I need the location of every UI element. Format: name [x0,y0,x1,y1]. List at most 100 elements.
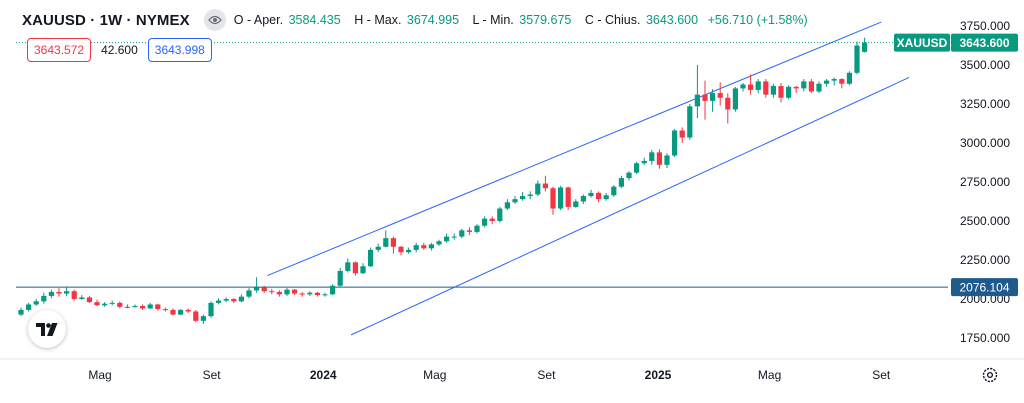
candle-body [755,81,761,90]
candle-body [770,86,776,95]
candle-body [497,208,503,221]
candle-body [413,245,419,250]
candle-body [398,246,404,253]
candle [79,295,85,300]
candle [527,191,533,200]
candle-body [740,84,746,89]
symbol-badge-bg [894,33,950,52]
candle [383,230,389,248]
candle-body [694,94,700,107]
candle [102,302,108,307]
candle-body [337,270,343,286]
tradingview-logo[interactable] [28,310,66,348]
candle [231,298,237,303]
candle-body [520,196,526,200]
candle-body [732,88,738,110]
candle [694,65,700,119]
candle [109,300,115,306]
candle-body [565,187,571,207]
candle-body [573,201,579,207]
candle-body [284,289,290,295]
candle [26,302,32,312]
settings-icon[interactable] [982,367,998,383]
bid-button[interactable]: 3643.572 [27,38,92,62]
candle-body [444,236,450,242]
candle-body [512,199,518,203]
candle [428,242,434,251]
candle-body [33,301,39,305]
candle [839,78,845,89]
candle [33,299,39,307]
candle-body [816,83,822,92]
candle [854,41,860,75]
candle [641,157,647,165]
candle [580,194,586,204]
candle-body [542,183,548,189]
candle-body [611,186,617,196]
candle-body [831,79,837,81]
y-tick-label: 3750.000 [960,19,1010,33]
candle [831,77,837,86]
candle-body [383,238,389,247]
candle [140,304,146,310]
price-axis[interactable]: 1750.0002000.0002250.0002500.0002750.000… [960,19,1010,345]
candle-body [459,230,465,237]
candle [596,191,602,203]
hline-badge-label: 2076.104 [959,281,1009,295]
high-label: H - Max. [354,13,402,27]
candle-body [147,304,153,309]
y-tick-label: 1750.000 [960,331,1010,345]
close-value: 3643.600 [645,13,699,27]
candle [86,295,92,303]
y-tick-label: 2750.000 [960,175,1010,189]
candle [314,291,320,297]
candle [398,245,404,256]
candle [649,150,655,165]
candle [474,224,480,234]
parallel-channel[interactable] [267,21,910,336]
candle [489,216,495,225]
candle [94,299,100,307]
candle-body [94,302,100,306]
candle [18,307,24,317]
candle-body [550,188,556,209]
candle-body [763,81,769,95]
channel-upper-line [267,21,882,277]
candle [413,242,419,253]
candle [406,247,412,254]
candle [170,308,176,316]
symbol-title[interactable]: XAUUSD · 1W · NYMEX [22,11,190,29]
candle [482,216,488,228]
candle-body [535,183,541,195]
candle-body [679,130,685,138]
candle-body [48,291,54,296]
x-tick-label: Mag [423,368,446,382]
candle [307,291,313,296]
quote-panel: 3643.572 42.600 3643.998 [27,38,212,62]
candle-body [596,192,602,200]
candle-body [26,304,32,310]
candle-body [801,81,807,89]
candle-body [86,297,92,303]
candle [124,304,130,309]
candle-body [238,296,244,302]
last-price-badge-label: 3643.600 [959,36,1009,50]
candle [816,81,822,94]
candle [261,285,267,293]
candle-body [246,290,252,297]
low-label: L - Min. [472,13,514,27]
y-tick-label: 3250.000 [960,97,1010,111]
candle [565,186,571,211]
candle-body [618,178,624,187]
candle [846,71,852,86]
candle-body [375,246,381,250]
candle-body [588,192,594,197]
eye-icon[interactable] [203,9,226,31]
time-axis[interactable]: Mag Set 2024 Mag Set 2025 Mag Set [0,358,1024,383]
ask-button[interactable]: 3643.998 [147,38,212,62]
candle-body [276,291,282,295]
candle [626,171,632,181]
candle-body [793,86,799,89]
candle [603,192,609,201]
